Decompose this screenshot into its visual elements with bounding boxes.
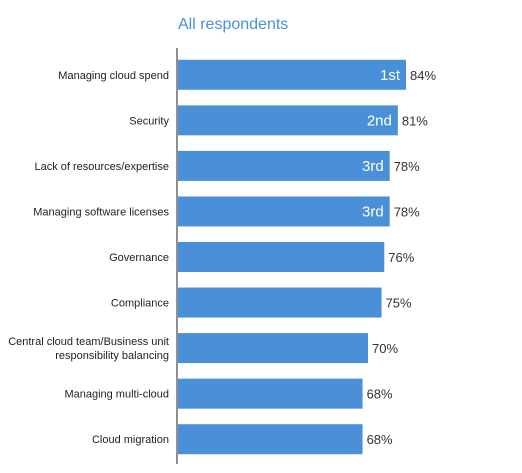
rank-label: 2nd (367, 112, 392, 129)
value-label: 70% (372, 341, 398, 356)
category-label: Managing multi-cloud (64, 389, 169, 401)
bar (178, 59, 406, 90)
bar (178, 424, 363, 455)
bar (178, 105, 398, 136)
rank-label: 1st (380, 67, 401, 84)
bar (178, 150, 390, 181)
value-label: 78% (394, 204, 420, 219)
category-label: Central cloud team/Business unit responsi… (8, 336, 169, 362)
value-label: 81% (402, 113, 428, 128)
category-label: Cloud migration (92, 434, 169, 446)
chart-title: All respondents (178, 16, 289, 33)
bar (178, 196, 390, 227)
rank-label: 3rd (362, 158, 384, 175)
category-label: Lack of resources/expertise (34, 161, 169, 173)
category-label: Managing cloud spend (58, 70, 169, 82)
value-label: 78% (394, 159, 420, 174)
bar (178, 378, 363, 409)
bar (178, 287, 382, 318)
value-label: 75% (386, 296, 412, 311)
value-label: 68% (367, 432, 393, 447)
rank-label: 3rd (362, 203, 384, 220)
value-label: 76% (388, 250, 414, 265)
category-label: Security (129, 115, 169, 127)
bar (178, 242, 385, 272)
value-label: 68% (367, 387, 393, 402)
category-label: Managing software licenses (33, 206, 169, 218)
category-label: Governance (109, 252, 169, 264)
category-label: Compliance (111, 298, 169, 310)
bar (178, 333, 368, 364)
value-label: 84% (410, 68, 436, 83)
bars-layer: Managing cloud spend 1st 84% Security 2nd 81%… (8, 59, 436, 455)
